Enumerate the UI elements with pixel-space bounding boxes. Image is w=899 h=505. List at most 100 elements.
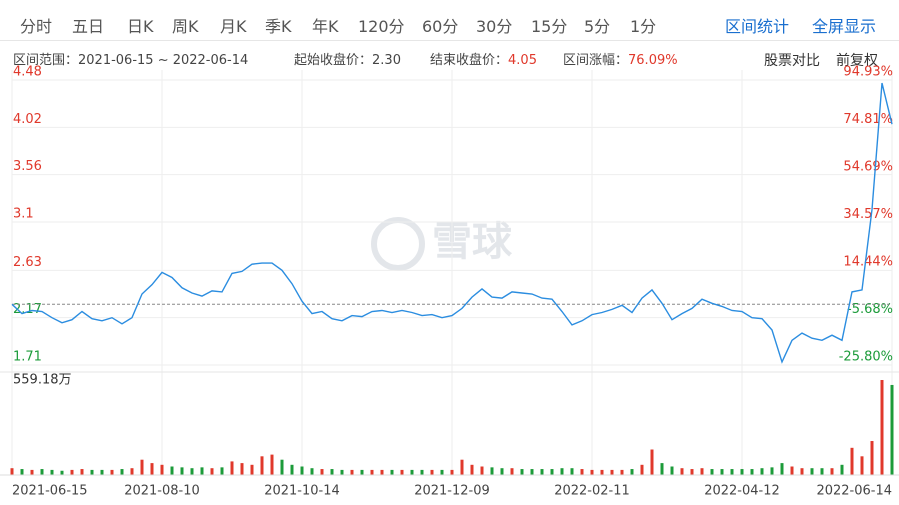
volume-bar xyxy=(160,464,164,475)
y-tick-label: 2.17 xyxy=(13,302,42,317)
x-tick-label: 2021-06-15 xyxy=(12,484,88,499)
volume-bar xyxy=(460,459,464,475)
volume-bar xyxy=(820,468,824,475)
tab[interactable]: 15分 xyxy=(531,17,568,36)
volume-bar xyxy=(10,468,14,475)
volume-bar xyxy=(290,464,294,475)
y2-tick-label: -25.80% xyxy=(839,350,893,365)
volume-bar xyxy=(710,469,714,475)
volume-bar xyxy=(120,469,124,475)
watermark-logo xyxy=(371,217,425,271)
volume-bar xyxy=(280,459,284,475)
info-end: 结束收盘价：4.05 xyxy=(430,49,537,68)
volume-bar xyxy=(750,469,754,475)
volume-bar xyxy=(510,468,514,475)
label: 区间范围： xyxy=(13,53,79,68)
label: 起始收盘价： xyxy=(294,53,373,68)
volume-bar xyxy=(500,468,504,475)
volume-bar xyxy=(540,469,544,475)
volume-bar xyxy=(130,468,134,475)
y2-tick-label: 94.93% xyxy=(843,65,893,80)
option[interactable]: 股票对比 xyxy=(764,53,820,69)
tab[interactable]: 1分 xyxy=(630,17,657,36)
label: 结束收盘价： xyxy=(430,53,509,68)
volume-bar xyxy=(40,469,44,475)
tab[interactable]: 周K xyxy=(172,17,199,36)
y-tick-label: 4.02 xyxy=(13,112,42,127)
volume-bar xyxy=(380,469,384,475)
x-tick-label: 2021-10-14 xyxy=(264,484,340,499)
volume-bar xyxy=(490,467,494,475)
info-change: 区间涨幅：76.09% xyxy=(563,49,678,68)
volume-bar xyxy=(480,466,484,475)
y2-tick-label: -5.68% xyxy=(847,302,893,317)
volume-bar xyxy=(550,469,554,475)
volume-bar xyxy=(230,461,234,475)
volume-bar xyxy=(830,468,834,475)
x-tick-label: 2022-06-14 xyxy=(816,484,892,499)
volume-bar xyxy=(270,454,274,475)
action[interactable]: 区间统计 xyxy=(725,17,790,36)
tab[interactable]: 日K xyxy=(127,17,154,36)
volume-bar xyxy=(390,469,394,475)
volume-bar xyxy=(330,469,334,475)
x-tick-label: 2021-12-09 xyxy=(414,484,490,499)
volume-bar xyxy=(80,469,84,475)
value: 2.30 xyxy=(372,53,401,68)
info-range: 区间范围：2021-06-15 ~ 2022-06-14 xyxy=(13,49,248,68)
volume-bar xyxy=(800,468,804,475)
volume-bar xyxy=(520,469,524,475)
volume-bar xyxy=(450,469,454,475)
volume-bar xyxy=(250,464,254,475)
volume-bar xyxy=(100,469,104,475)
volume-bar xyxy=(580,469,584,475)
tab[interactable]: 30分 xyxy=(476,17,513,36)
volume-bar xyxy=(350,469,354,475)
volume-bar xyxy=(190,468,194,475)
y2-tick-label: 34.57% xyxy=(843,207,893,222)
volume-bar xyxy=(260,456,264,475)
tab[interactable]: 120分 xyxy=(358,17,405,36)
value: 76.09% xyxy=(628,53,678,68)
volume-bar xyxy=(210,468,214,475)
volume-bar xyxy=(810,468,814,475)
volume-bar xyxy=(530,469,534,475)
volume-bar xyxy=(860,456,864,475)
x-tick-label: 2022-02-11 xyxy=(554,484,630,499)
volume-bar xyxy=(300,466,304,475)
label: 区间涨幅： xyxy=(563,53,629,68)
volume-bar xyxy=(430,469,434,475)
volume-bar xyxy=(880,380,884,475)
info-start: 起始收盘价：2.30 xyxy=(294,49,401,68)
tab[interactable]: 分时 xyxy=(20,17,53,36)
volume-bar xyxy=(170,466,174,475)
tab[interactable]: 五日 xyxy=(72,17,105,36)
x-tick-label: 2021-08-10 xyxy=(124,484,200,499)
tab[interactable]: 季K xyxy=(265,17,292,36)
y-tick-label: 1.71 xyxy=(13,350,42,365)
volume-bar xyxy=(110,469,114,475)
volume-bar xyxy=(670,466,674,475)
volume-bar xyxy=(790,466,794,475)
tab[interactable]: 月K xyxy=(220,17,247,36)
volume-bar xyxy=(400,469,404,475)
volume-bar xyxy=(20,469,24,475)
option[interactable]: 前复权 xyxy=(836,53,878,69)
volume-bar xyxy=(470,464,474,475)
volume-bar xyxy=(600,469,604,475)
volume-bar xyxy=(690,469,694,475)
tab[interactable]: 5分 xyxy=(584,17,611,36)
volume-bar xyxy=(570,468,574,475)
action[interactable]: 全屏显示 xyxy=(812,17,877,36)
volume-bar xyxy=(140,459,144,475)
volume-tick-label: 559.18万 xyxy=(13,373,72,388)
volume-bar xyxy=(640,464,644,475)
volume-bar xyxy=(720,469,724,475)
volume-bar xyxy=(370,469,374,475)
volume-bar xyxy=(590,469,594,475)
tab[interactable]: 60分 xyxy=(422,17,459,36)
volume-bar xyxy=(360,469,364,475)
tab[interactable]: 年K xyxy=(312,17,339,36)
volume-bar xyxy=(410,469,414,475)
y2-tick-label: 74.81% xyxy=(843,112,893,127)
